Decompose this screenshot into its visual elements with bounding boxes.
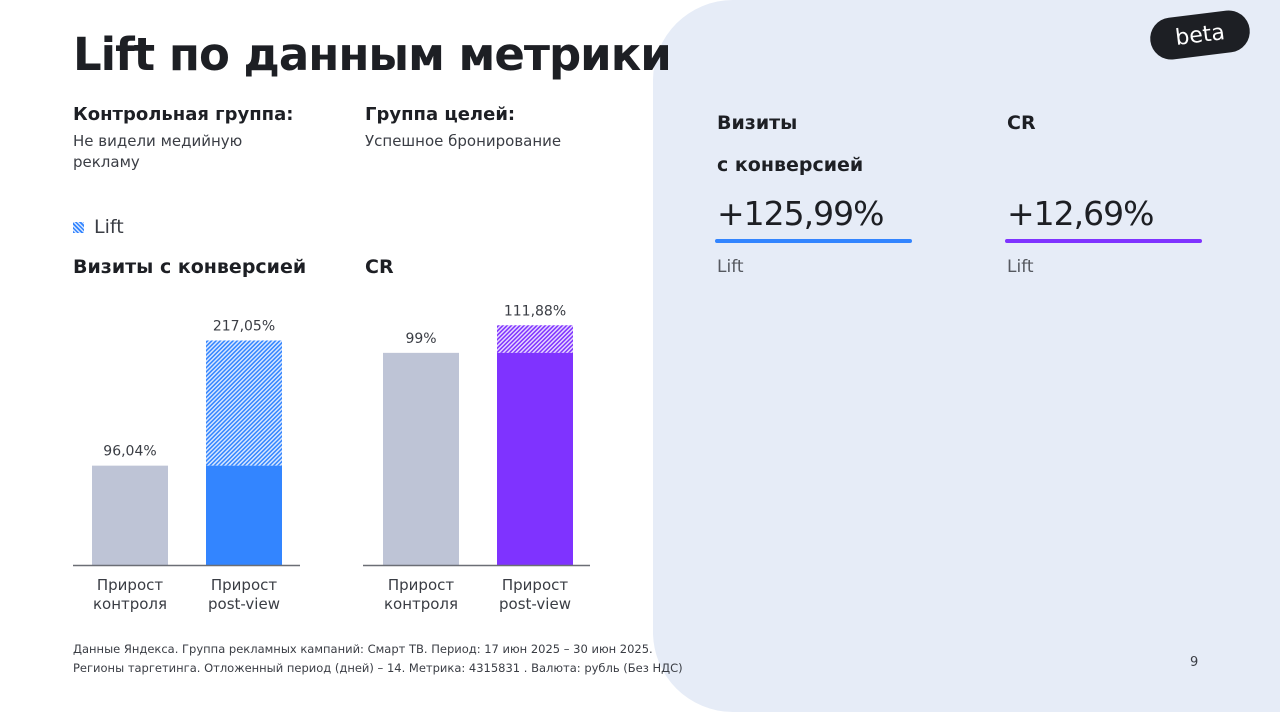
- footer-line: Данные Яндекса. Группа рекламных кампани…: [73, 642, 653, 656]
- bar-control: [92, 465, 168, 565]
- metric-visits: Визиты с конверсией +125,99% Lift: [715, 102, 917, 277]
- data-label: 111,88%: [504, 303, 566, 319]
- goal-group-value: Успешное бронирование: [365, 132, 562, 150]
- hatched-square-icon: [73, 221, 84, 233]
- metric-cr: CR +12,69% Lift: [1005, 102, 1207, 277]
- bar-charts: 96,04%Приростконтроля217,05%Приростpost-…: [73, 303, 590, 613]
- metric-caption: Lift: [717, 257, 744, 277]
- page-number: 9: [1190, 655, 1199, 670]
- legend-label: Lift: [94, 216, 124, 238]
- category-label: Прирост: [97, 576, 163, 594]
- metric-value: +12,69%: [1007, 194, 1154, 233]
- footer-line: Регионы таргетинга. Отложенный период (д…: [73, 661, 683, 675]
- category-label: post-view: [499, 595, 571, 613]
- category-label: Прирост: [211, 576, 277, 594]
- data-label: 217,05%: [213, 318, 275, 334]
- category-label: контроля: [384, 595, 458, 613]
- metric-value: +125,99%: [717, 194, 884, 233]
- control-group-value: Не видели медийную рекламу: [73, 132, 243, 171]
- bar-postview-base: [206, 465, 282, 565]
- metric-name: Визиты с конверсией: [717, 112, 864, 176]
- category-label: Прирост: [502, 576, 568, 594]
- bar-lift-segment: [206, 340, 282, 466]
- chart-title-visits: Визиты с конверсией: [73, 256, 307, 278]
- bar-postview-base: [497, 352, 573, 565]
- metric-name: CR: [1007, 112, 1036, 134]
- control-group-label: Контрольная группа:: [73, 104, 294, 125]
- goal-group-label: Группа целей:: [365, 104, 516, 125]
- footer-note: Данные Яндекса. Группа рекламных кампани…: [73, 640, 683, 678]
- metric-underline: [715, 239, 912, 243]
- chart-title-cr: CR: [365, 256, 394, 278]
- category-label: контроля: [93, 595, 167, 613]
- bar-control: [383, 352, 459, 565]
- metric-caption: Lift: [1007, 257, 1034, 277]
- metric-underline: [1005, 239, 1202, 243]
- category-label: post-view: [208, 595, 280, 613]
- category-label: Прирост: [388, 576, 454, 594]
- data-label: 96,04%: [103, 444, 156, 460]
- bar-lift-segment: [497, 325, 573, 353]
- page-title: Lift по данным метрики: [73, 28, 672, 81]
- data-label: 99%: [405, 331, 436, 347]
- legend: Lift: [73, 216, 124, 238]
- summary-panel: [653, 0, 1280, 712]
